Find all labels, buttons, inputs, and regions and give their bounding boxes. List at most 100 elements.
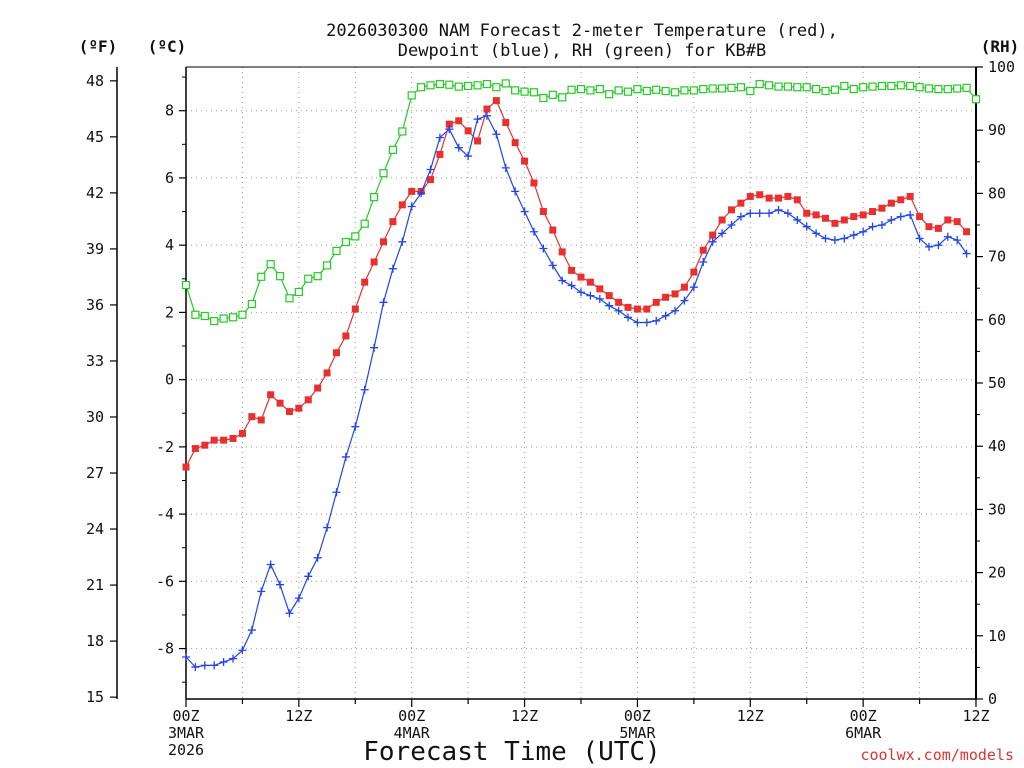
temperature-point (248, 413, 256, 421)
dewpoint-point (812, 229, 821, 238)
dewpoint-point (520, 207, 529, 216)
temperature-point (436, 150, 444, 158)
rh-point (379, 169, 388, 178)
rh-point (511, 86, 520, 95)
temperature-point (304, 396, 312, 404)
rh-tick-label: 40 (988, 437, 1006, 455)
dewpoint-point (435, 133, 444, 142)
rh-point (962, 83, 971, 92)
temperature-line (185, 99, 968, 468)
rh-point (614, 86, 623, 95)
fahrenheit-tick-label: 39 (86, 240, 104, 258)
rh-point (322, 261, 332, 270)
rh-point (435, 79, 445, 89)
temperature-point (511, 139, 519, 147)
celsius-tick-label: 8 (165, 102, 174, 120)
x-axis-label: Forecast Time (UTC) (363, 737, 660, 767)
temperature-point (586, 278, 594, 286)
dewpoint-point (182, 652, 190, 661)
rh-point (887, 81, 896, 91)
rh-point (774, 82, 783, 91)
temperature-point (756, 191, 764, 199)
dewpoint-point (577, 288, 585, 297)
temperature-point (916, 213, 924, 221)
rh-point (727, 83, 736, 92)
dewpoint-point (783, 209, 792, 218)
rh-point (304, 274, 313, 283)
dewpoint-point (492, 130, 501, 139)
temperature-point (229, 434, 237, 442)
dewpoint-point (896, 212, 905, 221)
rh-point (830, 85, 840, 94)
fahrenheit-tick-label: 42 (86, 184, 104, 202)
dewpoint-point (548, 261, 557, 270)
dewpoint-point (633, 318, 642, 327)
dewpoint-point (285, 609, 294, 618)
temperature-point (680, 283, 688, 291)
temperature-point (765, 194, 773, 202)
rh-point (266, 260, 275, 269)
temperature-point (370, 258, 378, 266)
temperature-point (671, 290, 679, 298)
dewpoint-point (868, 222, 877, 231)
rh-tick-label: 0 (988, 690, 997, 708)
celsius-unit-label: (ºC) (148, 37, 187, 56)
dewpoint-line (185, 114, 968, 668)
chart-title-line2: Dewpoint (blue), RH (green) for KB#B (398, 41, 766, 61)
temperature-point (380, 238, 387, 246)
rh-point (924, 84, 934, 93)
temperature-point (351, 305, 359, 313)
fahrenheit-tick-label: 45 (86, 128, 104, 146)
temperature-point (474, 137, 482, 145)
rh-point (595, 85, 604, 94)
dewpoint-point (323, 523, 332, 532)
rh-point (369, 193, 379, 202)
dewpoint-point (276, 580, 285, 589)
temperature-point (934, 224, 942, 232)
rh-point (783, 82, 793, 91)
x-tick-label: 3MAR (168, 724, 205, 742)
dewpoint-point (614, 306, 623, 315)
rh-tick-label: 20 (988, 564, 1006, 582)
fahrenheit-tick-label: 27 (86, 464, 104, 482)
temperature-point (530, 179, 538, 187)
temperature-point (408, 187, 416, 195)
rh-tick-label: 50 (988, 374, 1006, 392)
rh-point (285, 294, 294, 303)
rh-point (520, 87, 529, 96)
dewpoint-point (445, 125, 454, 134)
rh-point (238, 310, 247, 319)
fahrenheit-tick-label: 30 (86, 408, 104, 426)
rh-point (219, 314, 228, 323)
dewpoint-point (473, 115, 482, 124)
dewpoint-point (398, 237, 407, 246)
rh-point (812, 85, 821, 94)
rh-point (445, 80, 454, 89)
temperature-point (784, 192, 792, 200)
celsius-tick-label: -8 (156, 640, 174, 658)
dewpoint-point (501, 163, 510, 172)
temperature-point (238, 429, 246, 437)
rh-point (181, 280, 191, 290)
fahrenheit-tick-label: 36 (86, 296, 104, 314)
rh-point (943, 85, 952, 94)
rh-point (482, 79, 492, 89)
dewpoint-point (877, 221, 886, 229)
temperature-point (925, 223, 933, 231)
temperature-point (803, 209, 811, 217)
grid-lines (186, 67, 976, 699)
rh-point (764, 81, 774, 90)
dewpoint-point (529, 227, 538, 236)
temperature-point (257, 416, 265, 424)
dewpoint-point (200, 661, 209, 670)
rh-point (802, 83, 811, 92)
rh-tick-label: 90 (988, 121, 1006, 139)
dewpoint-point (652, 316, 661, 325)
x-tick-label: 00Z (850, 707, 877, 725)
temperature-point (643, 305, 651, 313)
rh-tick-label: 100 (988, 58, 1015, 76)
temperature-point (699, 246, 707, 254)
dewpoint-point (642, 318, 651, 327)
rh-point (332, 246, 341, 256)
